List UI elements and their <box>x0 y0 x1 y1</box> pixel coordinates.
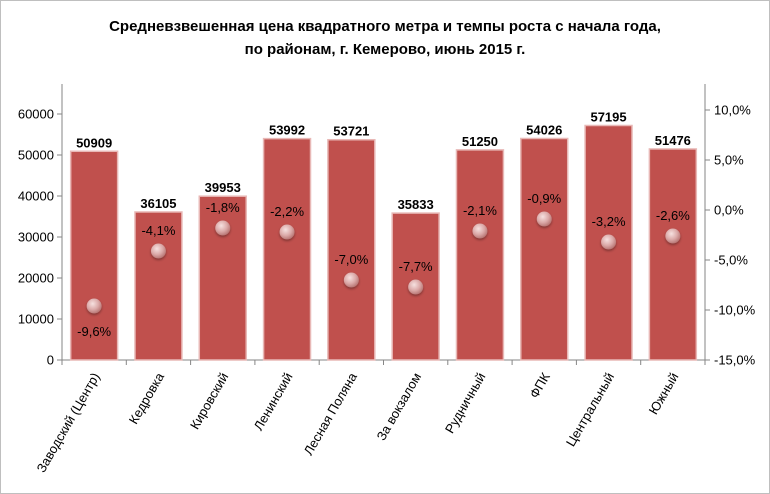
growth-point <box>665 228 681 244</box>
bar-value-label: 36105 <box>140 196 176 211</box>
growth-point <box>536 211 552 227</box>
bar-value-label: 51250 <box>462 134 498 149</box>
growth-point <box>150 243 166 259</box>
growth-point <box>601 234 617 250</box>
bar-value-label: 53721 <box>333 124 369 139</box>
left-tick-label: 30000 <box>18 230 54 245</box>
growth-value-label: -4,1% <box>141 223 175 238</box>
left-tick-label: 60000 <box>18 107 54 122</box>
right-tick-label: 10,0% <box>714 103 751 118</box>
right-tick-label: 0,0% <box>714 203 744 218</box>
bar-value-label: 51476 <box>655 133 691 148</box>
right-tick-label: -15,0% <box>714 353 756 368</box>
growth-point <box>408 279 424 295</box>
growth-value-label: -3,2% <box>592 214 626 229</box>
growth-point <box>472 223 488 239</box>
bar <box>455 149 505 361</box>
bar-value-label: 53992 <box>269 123 305 138</box>
growth-point <box>215 220 231 236</box>
growth-value-label: -2,6% <box>656 208 690 223</box>
right-tick-label: -10,0% <box>714 303 756 318</box>
bar-value-label: 39953 <box>205 180 241 195</box>
growth-value-label: -0,9% <box>527 191 561 206</box>
right-tick-label: -5,0% <box>714 253 748 268</box>
left-tick-label: 0 <box>47 353 54 368</box>
bar <box>520 137 569 361</box>
left-tick-label: 40000 <box>18 189 54 204</box>
bar <box>327 138 376 361</box>
growth-value-label: -1,8% <box>206 200 240 215</box>
left-tick-label: 50000 <box>18 148 54 163</box>
bar <box>69 150 119 361</box>
growth-value-label: -2,2% <box>270 204 304 219</box>
bar <box>648 148 698 361</box>
growth-point <box>86 298 102 314</box>
bar <box>262 137 312 361</box>
growth-value-label: -7,0% <box>334 252 368 267</box>
bar-value-label: 35833 <box>398 197 434 212</box>
growth-point <box>279 224 295 240</box>
bar <box>134 211 183 361</box>
growth-value-label: -7,7% <box>399 259 433 274</box>
bar-value-label: 50909 <box>76 135 112 150</box>
left-tick-label: 10000 <box>18 312 54 327</box>
growth-point <box>343 272 359 288</box>
growth-value-label: -9,6% <box>77 324 111 339</box>
growth-value-label: -2,1% <box>463 203 497 218</box>
left-tick-label: 20000 <box>18 271 54 286</box>
right-tick-label: 5,0% <box>714 153 744 168</box>
chart-title-line-2: по районам, г. Кемерово, июнь 2015 г. <box>245 41 526 58</box>
bar-value-label: 54026 <box>526 122 562 137</box>
chart-title-line-1: Средневзвешенная цена квадратного метра … <box>109 18 661 35</box>
bar-value-label: 57195 <box>590 110 626 125</box>
